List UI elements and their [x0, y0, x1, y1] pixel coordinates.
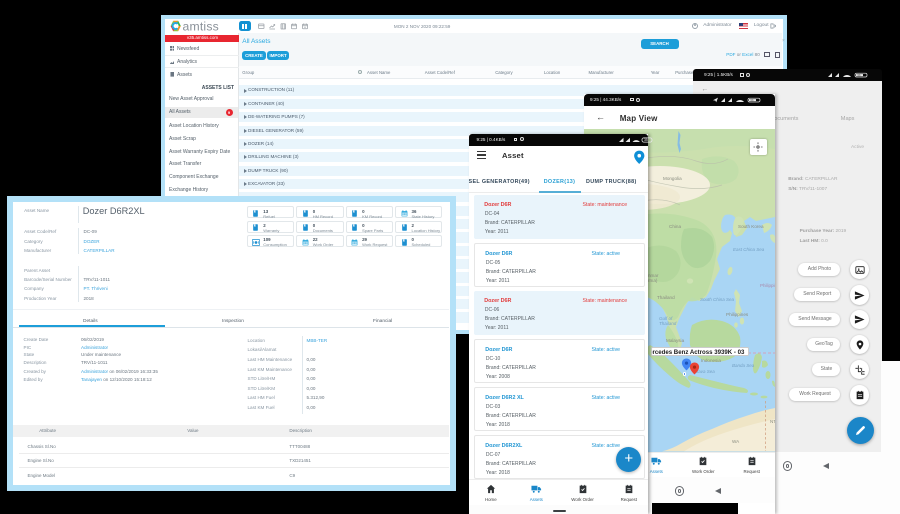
svg-text:amtiss: amtiss	[183, 20, 219, 33]
svg-text:55: 55	[751, 98, 754, 102]
svg-text:35: 35	[644, 138, 648, 142]
svg-text:55: 55	[857, 73, 860, 77]
